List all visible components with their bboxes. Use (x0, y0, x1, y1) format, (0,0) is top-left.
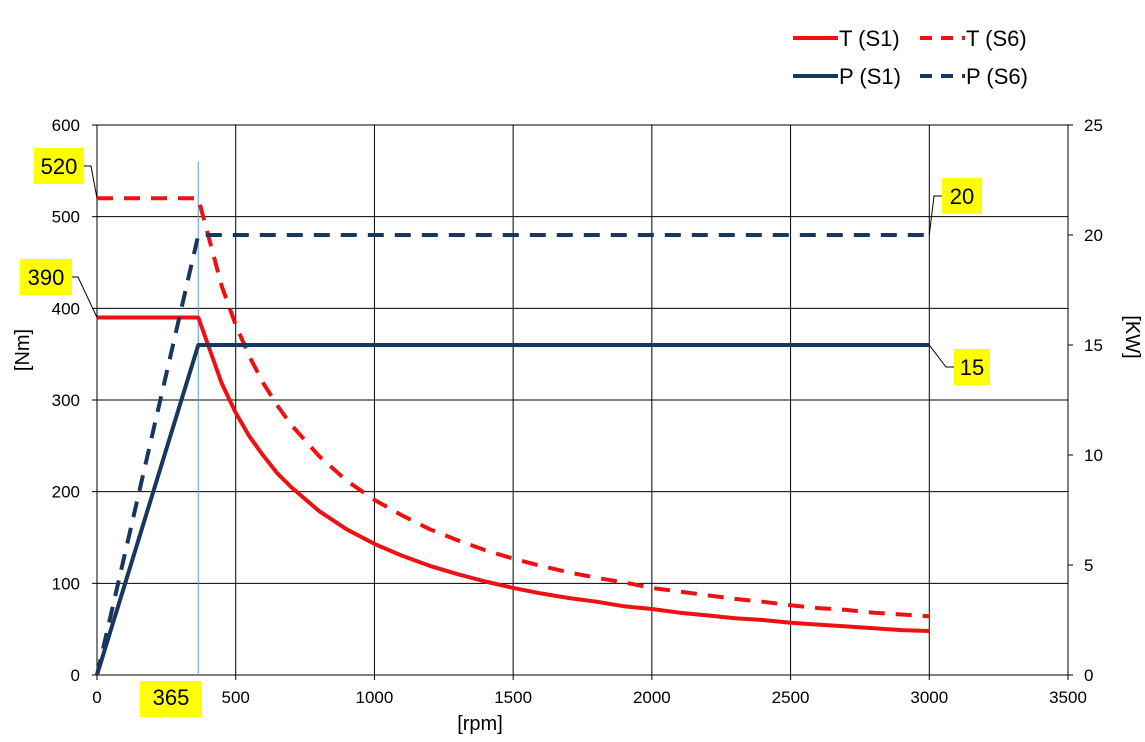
y-left-tick-label-4: 400 (52, 299, 80, 318)
right-axis-title: [KW] (1121, 315, 1143, 358)
y-left-tick-label-2: 200 (52, 483, 80, 502)
callout-label-390: 390 (28, 265, 65, 290)
legend-label-p-s6: P (S6) (966, 64, 1028, 89)
y-right-tick-label-3: 15 (1084, 336, 1103, 355)
x-tick-label-0: 0 (92, 688, 101, 707)
callout-leader-15 (928, 344, 954, 368)
series-line-p-s6 (95, 233, 930, 676)
y-right-tick-label-5: 25 (1084, 116, 1103, 135)
x-tick-label-3: 1500 (494, 688, 532, 707)
y-left-tick-label-5: 500 (52, 208, 80, 227)
series-line-t-s6 (97, 196, 930, 619)
x-tick-label-7: 3500 (1049, 688, 1087, 707)
y-right-tick-label-1: 5 (1084, 556, 1093, 575)
legend: T (S1) T (S6) P (S1) P (S6) (793, 26, 1028, 89)
y-left-tick-label-1: 100 (52, 574, 80, 593)
left-axis-ticks: 0 100 200 300 400 500 600 (52, 116, 97, 685)
callout-box-20 (942, 178, 982, 214)
y-left-tick-label-6: 600 (52, 116, 80, 135)
y-right-tick-label-4: 20 (1084, 226, 1103, 245)
callout-label-365: 365 (153, 685, 190, 710)
y-left-tick-label-0: 0 (71, 666, 80, 685)
callout-label-20: 20 (950, 184, 974, 209)
x-tick-label-2: 1000 (356, 688, 394, 707)
x-tick-label-4: 2000 (633, 688, 671, 707)
legend-label-p-s1: P (S1) (839, 64, 901, 89)
callout-box-390 (20, 259, 72, 295)
callout-label-520: 520 (41, 154, 78, 179)
callout-leader-390 (72, 276, 98, 318)
grid (96, 124, 1069, 676)
value-callouts: 520 390 20 15 365 (20, 148, 990, 717)
x-axis-title: [rpm] (457, 713, 503, 735)
right-axis-ticks: 0 5 10 15 20 25 (1068, 116, 1103, 685)
y-right-tick-label-2: 10 (1084, 446, 1103, 465)
x-tick-label-1: 500 (222, 688, 250, 707)
x-axis-ticks: 0 500 1000 1500 2000 2500 3000 3500 (92, 675, 1087, 707)
legend-label-t-s6: T (S6) (966, 26, 1027, 51)
x-tick-label-5: 2500 (772, 688, 810, 707)
y-left-tick-label-3: 300 (52, 391, 80, 410)
y-right-tick-label-0: 0 (1084, 666, 1093, 685)
callout-leader-20 (928, 195, 942, 236)
series-line-t-s1 (97, 315, 930, 633)
callout-leader-520 (84, 165, 98, 199)
callout-box-520 (34, 148, 84, 184)
callout-box-15 (954, 349, 990, 385)
callout-label-15: 15 (960, 355, 984, 380)
legend-label-t-s1: T (S1) (839, 26, 900, 51)
series-line-p-s1 (95, 343, 930, 676)
x-tick-label-6: 3000 (910, 688, 948, 707)
callout-box-365 (140, 681, 202, 717)
series-lines (95, 196, 930, 676)
left-axis-title: [Nm] (12, 329, 34, 371)
